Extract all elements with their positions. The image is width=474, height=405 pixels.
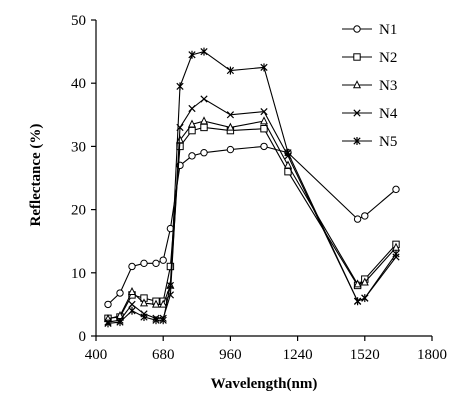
legend-label: N1 xyxy=(379,22,397,38)
y-axis-title: Reflectance (%) xyxy=(28,124,44,227)
data-point xyxy=(166,262,175,271)
data-point xyxy=(151,299,161,308)
x-tick-label: 960 xyxy=(219,347,242,363)
legend-label: N4 xyxy=(379,106,398,122)
x-tick-label: 1800 xyxy=(417,347,447,363)
data-point xyxy=(260,142,268,151)
data-point xyxy=(226,111,235,119)
data-point xyxy=(104,319,112,328)
data-point xyxy=(200,149,208,157)
x-tick-label: 1520 xyxy=(350,347,380,363)
data-point xyxy=(127,286,137,295)
x-tick-label: 1240 xyxy=(283,347,313,363)
data-point xyxy=(353,297,362,306)
data-point xyxy=(128,262,136,271)
data-point xyxy=(152,316,160,325)
data-point xyxy=(188,126,196,135)
y-tick-label: 30 xyxy=(71,139,86,155)
data-point xyxy=(188,152,196,160)
data-point xyxy=(361,212,369,220)
data-point xyxy=(152,259,160,268)
x-tick-label: 680 xyxy=(152,347,175,363)
data-point xyxy=(260,108,268,116)
data-point xyxy=(361,294,369,303)
y-tick-label: 50 xyxy=(71,13,86,29)
data-point xyxy=(128,306,136,315)
data-point xyxy=(116,289,124,297)
data-point xyxy=(259,116,269,125)
data-point xyxy=(140,259,148,268)
data-point xyxy=(159,316,167,325)
series-n2 xyxy=(104,123,400,323)
data-point xyxy=(260,125,268,133)
data-point xyxy=(200,47,208,56)
series-n3 xyxy=(103,116,401,323)
data-point xyxy=(166,281,175,290)
data-point xyxy=(116,318,124,327)
legend-label: N2 xyxy=(379,50,397,66)
data-point xyxy=(187,119,197,128)
data-point xyxy=(353,279,362,288)
data-point xyxy=(159,256,167,264)
x-axis-title: Wavelength(nm) xyxy=(211,376,318,392)
y-tick-label: 0 xyxy=(79,329,87,345)
data-point xyxy=(159,299,168,308)
data-point xyxy=(176,82,184,91)
data-point xyxy=(226,145,235,154)
series-n5 xyxy=(104,47,400,328)
legend-marker xyxy=(352,80,362,89)
series-line-n5 xyxy=(107,51,397,324)
data-point xyxy=(200,95,208,103)
data-point xyxy=(128,300,136,309)
legend-item-n2: N2 xyxy=(342,50,397,66)
data-point xyxy=(175,135,185,144)
data-point xyxy=(104,300,112,309)
data-point xyxy=(360,277,369,286)
legend-item-n3: N3 xyxy=(342,78,397,94)
legend-marker xyxy=(353,137,361,145)
legend-label: N3 xyxy=(379,78,397,94)
data-point xyxy=(199,116,209,125)
data-point xyxy=(226,122,235,131)
data-point xyxy=(139,298,149,307)
data-point xyxy=(140,313,148,322)
series-line-n3 xyxy=(107,120,397,320)
y-tick-label: 20 xyxy=(71,203,86,219)
x-tick-label: 400 xyxy=(85,347,108,363)
data-point xyxy=(188,50,196,59)
legend-item-n4: N4 xyxy=(342,106,398,122)
series-line-n4 xyxy=(107,98,397,323)
legend-item-n1: N1 xyxy=(342,22,397,38)
legend-label: N5 xyxy=(379,134,397,150)
legend-marker xyxy=(353,53,361,61)
data-point xyxy=(260,63,268,72)
series-layer xyxy=(103,47,401,328)
data-point xyxy=(200,123,208,132)
legend: N1 N2 N3 N4 N5 xyxy=(342,22,398,150)
data-point xyxy=(226,66,235,75)
legend-marker xyxy=(353,109,361,117)
data-point xyxy=(353,215,362,223)
series-line-n1 xyxy=(107,145,397,305)
y-tick-label: 40 xyxy=(71,76,86,92)
axis-ticks: 0 10 20 30 40 50 400 680 960 1240 1520 1800 xyxy=(71,13,447,363)
data-point xyxy=(392,185,400,194)
series-n4 xyxy=(104,95,400,326)
axes xyxy=(95,20,432,337)
data-point xyxy=(284,148,292,157)
legend-item-n5: N5 xyxy=(342,134,397,150)
data-point xyxy=(188,104,196,113)
data-point xyxy=(392,249,400,258)
data-point xyxy=(283,160,293,169)
y-tick-label: 10 xyxy=(71,266,86,282)
legend-marker xyxy=(353,25,361,33)
